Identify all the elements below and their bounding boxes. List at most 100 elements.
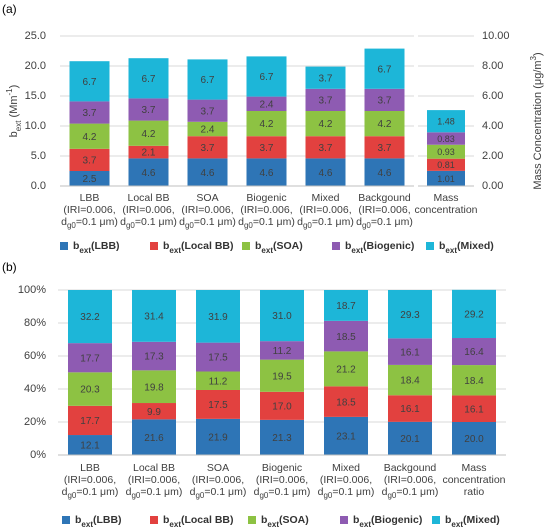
category-name: Backgound	[383, 462, 437, 474]
y2-tick-label: 2.00	[482, 150, 503, 162]
bar-segment	[69, 171, 110, 186]
bar-segment	[260, 359, 304, 392]
value-label: 3.7	[378, 143, 392, 154]
label-part: ext	[445, 246, 457, 255]
bar-segment	[364, 158, 405, 186]
bar-segment	[305, 158, 346, 186]
value-label: 17.7	[80, 353, 100, 364]
legend-label: bext(Local BB)	[163, 240, 233, 255]
y-tick-label: 5.0	[31, 150, 46, 162]
value-label: 0.93	[437, 147, 455, 157]
value-label: 0.81	[437, 160, 455, 170]
legend-swatch	[62, 516, 70, 524]
category-label: Mass concentration	[414, 192, 477, 216]
bar-segment	[68, 405, 112, 436]
value-label: 2.1	[142, 148, 156, 159]
bar-segment	[196, 418, 240, 455]
category-label: Local BB(IRI=0.006,dg0=0.1 μm)	[120, 192, 177, 230]
bar-segment	[246, 158, 287, 186]
category-label: Backgound(IRI=0.006,dg0=0.1 μm)	[368, 462, 452, 501]
category-label: LBB(IRI=0.006,dg0=0.1 μm)	[48, 192, 132, 231]
value-label: 17.7	[80, 416, 100, 427]
legend-label: bext(LBB)	[73, 240, 120, 255]
category-text: Backgound (IRI=0.006, dg0=0.1 μm)	[368, 462, 452, 501]
category-text: Biogenic (IRI=0.006, dg0=0.1 μm)	[225, 192, 309, 230]
bar-segment	[187, 158, 228, 186]
label-part: ext	[451, 520, 463, 529]
y-tick-label: 40%	[24, 383, 46, 395]
label-part: (Local BB)	[181, 240, 234, 252]
label-part: d	[61, 486, 68, 498]
value-label: 21.9	[208, 433, 228, 444]
bar-segment	[388, 290, 432, 339]
value-label: 18.4	[464, 376, 484, 387]
bar-segment	[69, 101, 110, 124]
bar-segment	[132, 341, 176, 371]
y2-tick-label: 8.00	[482, 60, 503, 72]
label-part: g0	[323, 491, 333, 501]
legend-label: bext(Biogenic)	[353, 514, 422, 529]
bar-segment	[246, 136, 287, 159]
value-label: 3.7	[260, 143, 274, 154]
label-part: ext	[359, 520, 371, 529]
value-label: 4.2	[260, 119, 274, 130]
legend-swatch	[332, 242, 340, 250]
label-part: g0	[361, 221, 371, 231]
value-label: 4.2	[378, 119, 392, 130]
legend-label: bext(SOA)	[255, 240, 303, 255]
value-label: 16.1	[400, 404, 420, 415]
value-label: 31.9	[208, 312, 228, 323]
value-label: 17.5	[208, 400, 228, 411]
y2-axis-label: Mass Concentration (μg/m3)	[529, 52, 544, 189]
category-name: Mixed	[331, 462, 360, 474]
category-note: dg0=0.1 μm)	[284, 216, 368, 230]
value-label: 3.7	[83, 108, 97, 119]
label-part: d	[317, 486, 324, 498]
category-note: (IRI=0.006,	[122, 204, 175, 216]
bar-segment	[388, 421, 432, 455]
value-label: 32.2	[80, 312, 100, 323]
category-text: Backgound (IRI=0.006, dg0=0.1 μm)	[343, 192, 427, 231]
value-label: 18.5	[336, 332, 356, 343]
bar-segment	[324, 351, 368, 387]
value-label: 18.7	[336, 301, 356, 312]
y-tick-label: 15.0	[25, 90, 46, 102]
label-part: g0	[387, 491, 397, 501]
category-label: LBB(IRI=0.006,dg0=0.1 μm)	[61, 462, 119, 500]
category-text: Local BB (IRI=0.006, dg0=0.1 μm)	[112, 462, 196, 500]
label-part: g0	[66, 221, 76, 231]
bar-segment	[364, 88, 405, 111]
bar-segment	[364, 136, 405, 159]
bar-segment	[128, 98, 169, 121]
bar-segment	[427, 144, 465, 159]
panel-label: (a)	[2, 2, 17, 16]
value-label: 17.5	[208, 353, 228, 364]
value-label: 3.7	[83, 156, 97, 167]
legend-swatch	[150, 242, 158, 250]
y-tick-label: 80%	[24, 317, 46, 329]
category-note: dg0=0.1 μm)	[176, 486, 260, 500]
label-part: b	[163, 514, 169, 526]
bar-segment	[132, 290, 176, 342]
category-label: Biogenic(IRI=0.006,dg0=0.1 μm)	[254, 462, 311, 500]
label-part: ext	[267, 520, 279, 529]
bar-segment	[324, 416, 368, 455]
y-tick-label: 0.0	[31, 180, 46, 192]
category-name: Biogenic	[246, 192, 287, 204]
y2-tick-label: 10.00	[482, 30, 510, 42]
label-part: (LBB)	[93, 514, 122, 526]
label-part: d	[120, 216, 126, 228]
category-text: Mixed (IRI=0.006, dg0=0.1 μm)	[304, 462, 388, 501]
category-note: (IRI=0.006,	[358, 204, 411, 216]
bar-segment	[128, 58, 169, 99]
bar-segment	[196, 389, 240, 419]
label-part: (LBB)	[91, 240, 120, 252]
bar-segment	[364, 111, 405, 137]
label-part: d	[179, 216, 185, 228]
value-label: 12.1	[80, 441, 100, 452]
label-part: =0.1 μm)	[76, 486, 119, 498]
label-part: b	[8, 131, 20, 137]
y-tick-label: 0%	[30, 449, 46, 461]
category-text: LBB (IRI=0.006, dg0=0.1 μm)	[48, 192, 132, 231]
bar-segment	[132, 403, 176, 420]
